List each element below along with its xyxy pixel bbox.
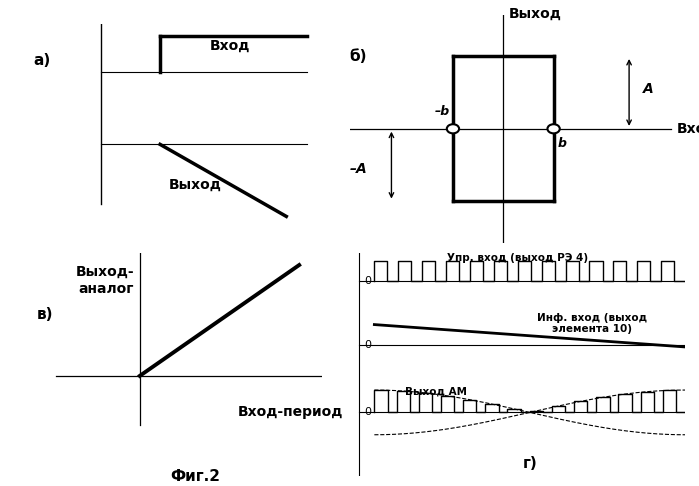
Text: Вход: Вход	[210, 39, 250, 53]
Circle shape	[547, 124, 560, 133]
Text: г): г)	[522, 456, 537, 471]
Text: Инф. вход (выход
элемента 10): Инф. вход (выход элемента 10)	[537, 312, 647, 334]
Text: A: A	[643, 82, 654, 96]
Text: –b: –b	[435, 105, 450, 119]
Text: Выход: Выход	[169, 178, 222, 192]
Text: Выход: Выход	[509, 7, 562, 21]
Text: Выход АМ: Выход АМ	[405, 387, 468, 397]
Text: 0: 0	[364, 276, 371, 286]
Text: 0: 0	[364, 340, 371, 349]
Text: 0: 0	[364, 407, 371, 417]
Text: б): б)	[350, 49, 367, 64]
Text: а): а)	[34, 53, 51, 68]
Text: в): в)	[36, 307, 53, 322]
Circle shape	[447, 124, 459, 133]
Text: Упр. вход (выход РЭ 4): Упр. вход (выход РЭ 4)	[447, 253, 588, 263]
Text: –A: –A	[350, 162, 367, 176]
Text: Вход-период: Вход-период	[238, 405, 343, 419]
Text: Выход-
аналог: Выход- аналог	[75, 265, 134, 296]
Text: b: b	[558, 137, 567, 150]
Text: Вход: Вход	[677, 122, 699, 136]
Text: Фиг.2: Фиг.2	[171, 469, 221, 484]
